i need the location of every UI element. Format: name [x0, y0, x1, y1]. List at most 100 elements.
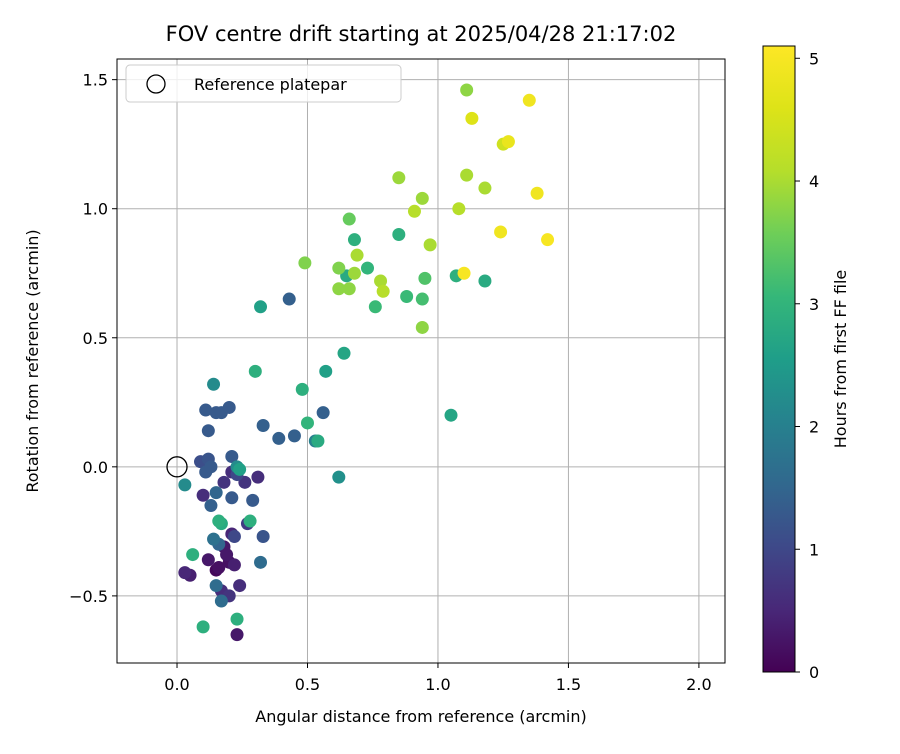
data-point	[407, 204, 421, 218]
y-tick-label: 1.0	[83, 200, 108, 219]
data-point	[225, 491, 239, 505]
y-tick-label: 0.5	[83, 329, 108, 348]
data-point	[319, 364, 333, 378]
data-point	[225, 450, 239, 464]
data-point	[209, 486, 223, 500]
data-point	[392, 171, 406, 185]
data-point	[311, 434, 325, 448]
data-point	[368, 300, 382, 314]
data-point	[342, 212, 356, 226]
data-point	[207, 377, 221, 391]
data-point	[347, 266, 361, 280]
data-point	[300, 416, 314, 430]
data-point	[530, 186, 544, 200]
colorbar-tick-label: 2	[809, 418, 819, 437]
data-point	[222, 400, 236, 414]
data-point	[522, 93, 536, 107]
data-point	[415, 320, 429, 334]
data-point	[415, 292, 429, 306]
colorbar-tick-label: 3	[809, 295, 819, 314]
x-tick-label: 2.0	[686, 675, 711, 694]
data-point	[478, 181, 492, 195]
y-axis-ticks: −0.5 0.0 0.5 1.0 1.5	[69, 71, 117, 606]
data-point	[460, 83, 474, 97]
y-tick-label: 0.0	[83, 458, 108, 477]
data-point	[400, 289, 414, 303]
data-point	[248, 364, 262, 378]
data-point	[204, 499, 218, 513]
data-point	[209, 579, 223, 593]
y-tick-label: −0.5	[69, 587, 108, 606]
data-point	[444, 408, 458, 422]
data-point	[230, 628, 244, 642]
data-point	[287, 429, 301, 443]
data-point	[201, 424, 215, 438]
data-point	[376, 284, 390, 298]
data-point	[251, 470, 265, 484]
data-point	[246, 493, 260, 507]
colorbar-gradient	[762, 45, 796, 673]
data-point	[332, 261, 346, 275]
data-point	[196, 488, 210, 502]
data-point	[186, 548, 200, 562]
data-point	[178, 566, 192, 580]
data-point	[207, 532, 221, 546]
colorbar-tick-label: 1	[809, 540, 819, 559]
data-point	[254, 555, 268, 569]
data-point	[415, 191, 429, 205]
chart-title: FOV centre drift starting at 2025/04/28 …	[166, 22, 677, 46]
x-axis-ticks: 0.0 0.5 1.0 1.5 2.0	[164, 663, 712, 694]
data-point	[282, 292, 296, 306]
data-point	[332, 470, 346, 484]
legend-reference-marker	[146, 74, 166, 94]
data-point	[342, 282, 356, 296]
y-axis-label: Rotation from reference (arcmin)	[23, 229, 42, 492]
x-tick-label: 0.5	[295, 675, 320, 694]
colorbar: 0 1 2 3 4 5 Hours from first FF file	[762, 45, 850, 682]
data-point	[423, 238, 437, 252]
colorbar-tick-label: 4	[809, 172, 819, 191]
colorbar-label: Hours from first FF file	[831, 270, 850, 449]
data-point	[212, 560, 226, 574]
data-point	[243, 514, 257, 528]
data-point	[337, 346, 351, 360]
data-point	[452, 202, 466, 216]
colorbar-tick-label: 0	[809, 663, 819, 682]
legend-reference-label: Reference platepar	[194, 75, 347, 94]
data-points	[178, 83, 555, 642]
data-point	[541, 233, 555, 247]
reference-platepar-marker	[166, 456, 188, 478]
legend-box	[125, 64, 402, 103]
data-point	[494, 225, 508, 239]
data-point	[298, 256, 312, 270]
x-tick-label: 0.0	[164, 675, 189, 694]
data-point	[374, 274, 388, 288]
y-tick-label: 1.5	[83, 71, 108, 90]
data-point	[178, 478, 192, 492]
data-point	[217, 475, 231, 489]
data-point	[316, 406, 330, 420]
plot-frame	[116, 58, 726, 664]
data-point	[212, 514, 226, 528]
data-point	[199, 403, 213, 417]
data-point	[254, 300, 268, 314]
data-point	[465, 111, 479, 125]
colorbar-ticks: 0 1 2 3 4 5	[795, 49, 819, 682]
data-point	[233, 579, 247, 593]
legend: Reference platepar	[125, 64, 402, 103]
data-point	[233, 462, 247, 476]
data-point	[230, 612, 244, 626]
data-point	[418, 271, 432, 285]
data-point	[350, 248, 364, 262]
data-point	[256, 419, 270, 433]
data-point	[201, 553, 215, 567]
data-point	[460, 168, 474, 182]
data-point	[272, 431, 286, 445]
x-tick-label: 1.0	[425, 675, 450, 694]
data-point	[204, 460, 218, 474]
grid-lines	[117, 59, 725, 663]
data-point	[256, 530, 270, 544]
data-point	[457, 266, 471, 280]
data-point	[227, 558, 241, 572]
